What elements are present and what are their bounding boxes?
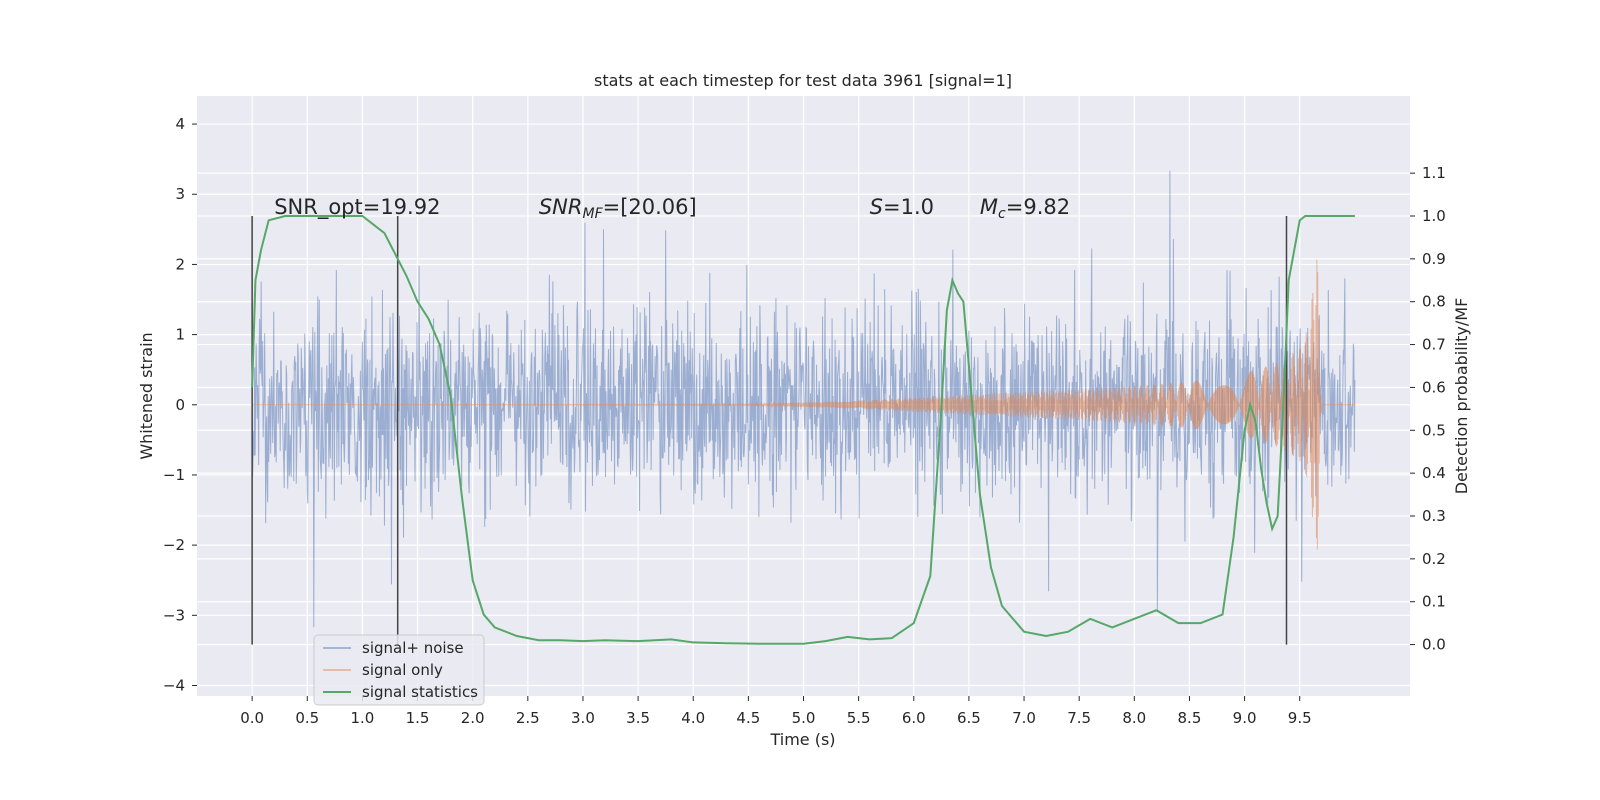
y2-axis-ticks: 0.0 0.1 0.2 0.3 0.4 0.5 0.6 0.7 0.8 0.9 1.0 1.1 — [1410, 164, 1446, 654]
y-tick-label-0: −4 — [163, 676, 185, 694]
y2-tick-label-3: 0.3 — [1422, 507, 1446, 525]
annotation-0: SNR_opt=19.92 — [274, 195, 440, 220]
legend-label-1: signal only — [362, 661, 443, 679]
x-tick-label-7: 3.5 — [626, 709, 650, 727]
x-tick-label-9: 4.5 — [736, 709, 760, 727]
x-tick-label-2: 1.0 — [350, 709, 374, 727]
legend: signal+ noise signal only signal statistic… — [313, 634, 485, 706]
legend-label-0: signal+ noise — [362, 639, 464, 657]
annotation-2: S=1.0 — [870, 195, 934, 219]
y2-tick-label-6: 0.6 — [1422, 378, 1446, 396]
y2-tick-label-0: 0.0 — [1422, 636, 1446, 654]
x-tick-label-6: 3.0 — [571, 709, 595, 727]
y-tick-label-2: −2 — [163, 536, 185, 554]
y2-tick-label-2: 0.2 — [1422, 550, 1446, 568]
x-tick-label-16: 8.0 — [1122, 709, 1146, 727]
series-signal-noise — [251, 170, 1356, 628]
vertical-markers — [251, 216, 1288, 645]
x-tick-label-14: 7.0 — [1012, 709, 1036, 727]
y2-tick-label-9: 0.9 — [1422, 250, 1446, 268]
y2-tick-label-5: 0.5 — [1422, 421, 1446, 439]
x-tick-label-11: 5.5 — [847, 709, 871, 727]
x-tick-label-18: 9.0 — [1233, 709, 1257, 727]
y2-tick-label-11: 1.1 — [1422, 164, 1446, 182]
y2-tick-label-8: 0.8 — [1422, 293, 1446, 311]
x-tick-label-0: 0.0 — [240, 709, 264, 727]
y-tick-label-3: −1 — [163, 466, 185, 484]
x-tick-label-15: 7.5 — [1067, 709, 1091, 727]
y-axis-ticks: −4 −3 −2 −1 0 1 2 3 4 — [163, 115, 197, 694]
x-tick-label-4: 2.0 — [461, 709, 485, 727]
y-tick-label-4: 0 — [175, 396, 185, 414]
x-tick-label-8: 4.0 — [681, 709, 705, 727]
y-tick-label-6: 2 — [175, 255, 185, 273]
y2-tick-label-7: 0.7 — [1422, 336, 1446, 354]
x-axis-ticks: 0.0 0.5 1.0 1.5 2.0 2.5 3.0 3.5 4.0 4.5 5.0 5.5 6.0 6… — [240, 696, 1312, 727]
chart-title: stats at each timestep for test data 396… — [594, 71, 1012, 90]
y-tick-label-8: 4 — [175, 115, 185, 133]
y2-tick-label-10: 1.0 — [1422, 207, 1446, 225]
y-tick-label-5: 1 — [175, 326, 185, 344]
x-tick-label-17: 8.5 — [1178, 709, 1202, 727]
x-tick-label-13: 6.5 — [957, 709, 981, 727]
x-tick-label-1: 0.5 — [295, 709, 319, 727]
series-signal-only — [252, 259, 1355, 550]
x-tick-label-12: 6.0 — [902, 709, 926, 727]
y2-axis-label: Detection probability/MF — [1452, 298, 1471, 495]
x-tick-label-19: 9.5 — [1288, 709, 1312, 727]
y-tick-label-7: 3 — [175, 185, 185, 203]
annotation-3: Mc=9.82 — [980, 195, 1070, 222]
x-tick-label-3: 1.5 — [406, 709, 430, 727]
x-tick-label-5: 2.5 — [516, 709, 540, 727]
y2-tick-label-4: 0.4 — [1422, 464, 1446, 482]
annotations: SNR_opt=19.92 SNRMF=[20.06] S=1.0 Mc=9.82 — [274, 195, 1070, 222]
y-axis-label: Whitened strain — [137, 332, 156, 459]
x-tick-label-10: 5.0 — [792, 709, 816, 727]
y2-tick-label-1: 0.1 — [1422, 593, 1446, 611]
series-signal-statistics — [251, 215, 1355, 645]
y-tick-label-1: −3 — [163, 606, 185, 624]
legend-label-2: signal statistics — [362, 683, 478, 701]
annotation-1: SNRMF=[20.06] — [539, 195, 697, 222]
x-axis-label: Time (s) — [769, 730, 835, 749]
legend-box — [313, 634, 485, 706]
